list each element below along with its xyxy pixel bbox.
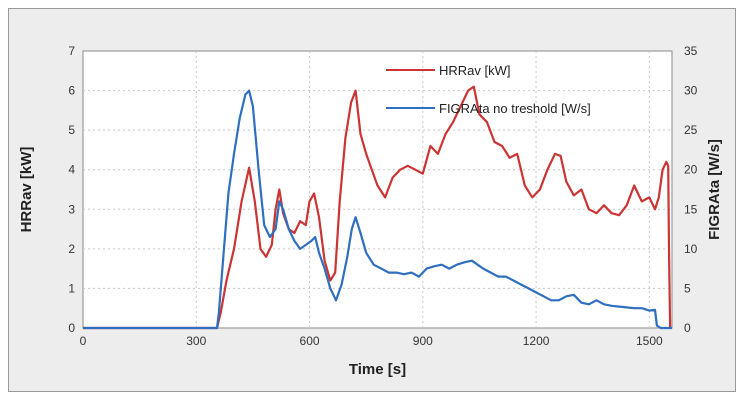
right-tick-label: 20 bbox=[684, 163, 698, 177]
series-layer bbox=[83, 85, 672, 330]
x-tick-label: 300 bbox=[186, 334, 206, 348]
hrr-series-line bbox=[83, 85, 672, 330]
left-tick-label: 1 bbox=[68, 281, 75, 295]
x-tick-label: 1200 bbox=[523, 334, 550, 348]
x-tick-label: 900 bbox=[413, 334, 433, 348]
x-tick-label: 0 bbox=[80, 334, 87, 348]
left-tick-label: 7 bbox=[68, 44, 75, 58]
figra-series-line bbox=[83, 89, 672, 330]
right-tick-label: 35 bbox=[684, 44, 698, 58]
chart-panel: 0 300 600 900 1200 1500 0 1 2 3 4 5 6 7 0 5 10 15 20 25 30… bbox=[8, 8, 736, 392]
grid-lines bbox=[83, 51, 672, 328]
left-tick-label: 6 bbox=[68, 84, 75, 98]
x-tick-label: 1500 bbox=[636, 334, 663, 348]
line-chart: 0 300 600 900 1200 1500 0 1 2 3 4 5 6 7 0 5 10 15 20 25 30… bbox=[18, 44, 723, 378]
right-tick-label: 10 bbox=[684, 242, 698, 256]
left-tick-label: 2 bbox=[68, 242, 75, 256]
x-axis-label: Time [s] bbox=[349, 361, 406, 378]
x-axis-ticks: 0 300 600 900 1200 1500 bbox=[80, 334, 663, 348]
right-axis-label: FIGRAta [W/s] bbox=[706, 139, 723, 240]
legend-label-figra: FIGRAta no treshold [W/s] bbox=[439, 101, 591, 116]
right-tick-label: 5 bbox=[684, 281, 691, 295]
plot-area bbox=[82, 50, 673, 329]
left-axis-label: HRRav [kW] bbox=[18, 147, 35, 233]
right-tick-label: 30 bbox=[684, 84, 698, 98]
right-tick-label: 0 bbox=[684, 321, 691, 335]
left-tick-label: 0 bbox=[68, 321, 75, 335]
right-axis-ticks: 0 5 10 15 20 25 30 35 bbox=[684, 44, 698, 335]
left-axis-ticks: 0 1 2 3 4 5 6 7 bbox=[68, 44, 75, 335]
x-tick-label: 600 bbox=[300, 334, 320, 348]
legend-label-hrr: HRRav [kW] bbox=[439, 63, 511, 78]
legend: HRRav [kW] FIGRAta no treshold [W/s] bbox=[386, 63, 591, 116]
left-tick-label: 3 bbox=[68, 202, 75, 216]
right-tick-label: 15 bbox=[684, 202, 698, 216]
right-tick-label: 25 bbox=[684, 123, 698, 137]
left-tick-label: 5 bbox=[68, 123, 75, 137]
left-tick-label: 4 bbox=[68, 163, 75, 177]
